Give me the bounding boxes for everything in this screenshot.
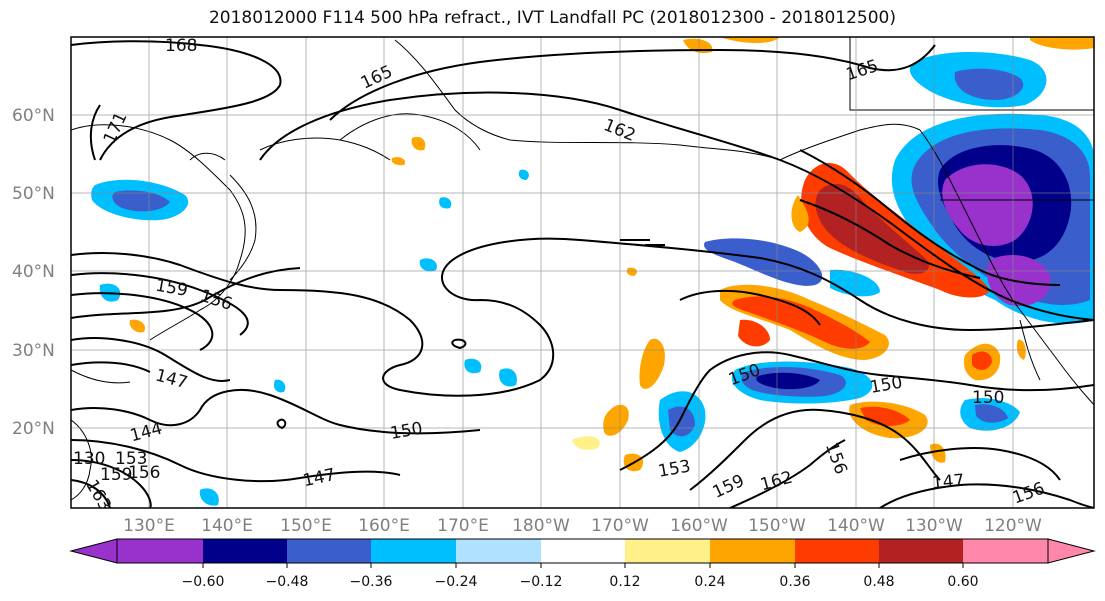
latitude-labels: 60°N 50°N 40°N 30°N 20°N <box>12 106 55 439</box>
colorbar-segment <box>625 539 710 563</box>
colorbar-segment <box>879 539 963 563</box>
lat-label: 50°N <box>12 184 55 204</box>
colorbar-segment <box>456 539 541 563</box>
colorbar-arrow-left <box>69 538 118 564</box>
small-contours <box>276 239 665 430</box>
contour-label: 150 <box>972 388 1004 408</box>
map-frame <box>70 36 1095 509</box>
contour-label: 130 <box>73 449 105 469</box>
colorbar-arrow-right <box>1047 538 1096 564</box>
lon-label: 180°W <box>512 516 570 536</box>
lat-label: 20°N <box>12 419 55 439</box>
contour-label: 147 <box>931 471 965 494</box>
lon-label: 170°W <box>591 516 649 536</box>
lon-label: 140°E <box>201 516 253 536</box>
lon-label: 170°E <box>437 516 489 536</box>
lon-label: 150°E <box>280 516 332 536</box>
contour-label: 159 <box>100 465 132 485</box>
colorbar-segment <box>963 539 1048 563</box>
colorbar: −0.60 −0.48 −0.36 −0.24 −0.12 0.12 0.24 … <box>69 538 1096 590</box>
colorbar-tick-label: 0.48 <box>863 574 894 590</box>
colorbar-segment <box>117 539 203 563</box>
colorbar-tick-label: −0.24 <box>435 574 478 590</box>
lon-label: 160°E <box>358 516 410 536</box>
contour-label: 168 <box>165 36 197 56</box>
colorbar-segment <box>710 539 795 563</box>
lat-label: 30°N <box>12 341 55 361</box>
coastlines <box>71 37 1094 501</box>
lon-label: 140°W <box>827 516 885 536</box>
colorbar-segment <box>371 539 456 563</box>
lon-label: 150°W <box>748 516 806 536</box>
colorbar-ticks <box>202 563 964 568</box>
colorbar-segment <box>287 539 371 563</box>
map-title: 2018012000 F114 500 hPa refract., IVT La… <box>208 8 896 28</box>
colorbar-frame <box>116 538 1049 564</box>
gridlines <box>71 37 1094 508</box>
contour-lines <box>71 40 1094 508</box>
colorbar-tick-label: −0.36 <box>350 574 393 590</box>
colorbar-tick-label: 0.36 <box>779 574 810 590</box>
negative-anomaly-pnw-extreme <box>942 164 1033 247</box>
colorbar-tick-label: −0.48 <box>266 574 309 590</box>
contour-label: 156 <box>128 463 160 483</box>
longitude-labels: 130°E 140°E 150°E 160°E 170°E 180°W 170°… <box>123 516 1042 536</box>
colorbar-segment <box>795 539 879 563</box>
contour-label: 153 <box>115 449 147 469</box>
lat-label: 40°N <box>12 262 55 282</box>
lat-label: 60°N <box>12 106 55 126</box>
colorbar-tick-label: 0.12 <box>609 574 640 590</box>
colorbar-segment <box>541 539 625 563</box>
colorbar-tick-label: 0.60 <box>947 574 978 590</box>
colorbar-tick-label: −0.12 <box>520 574 563 590</box>
lon-label: 130°E <box>123 516 175 536</box>
lon-label: 120°W <box>984 516 1042 536</box>
colorbar-tick-label: −0.60 <box>182 574 225 590</box>
colorbar-tick-label: 0.24 <box>694 574 725 590</box>
colorbar-segment <box>203 539 287 563</box>
lon-label: 160°W <box>670 516 728 536</box>
lon-label: 130°W <box>905 516 963 536</box>
